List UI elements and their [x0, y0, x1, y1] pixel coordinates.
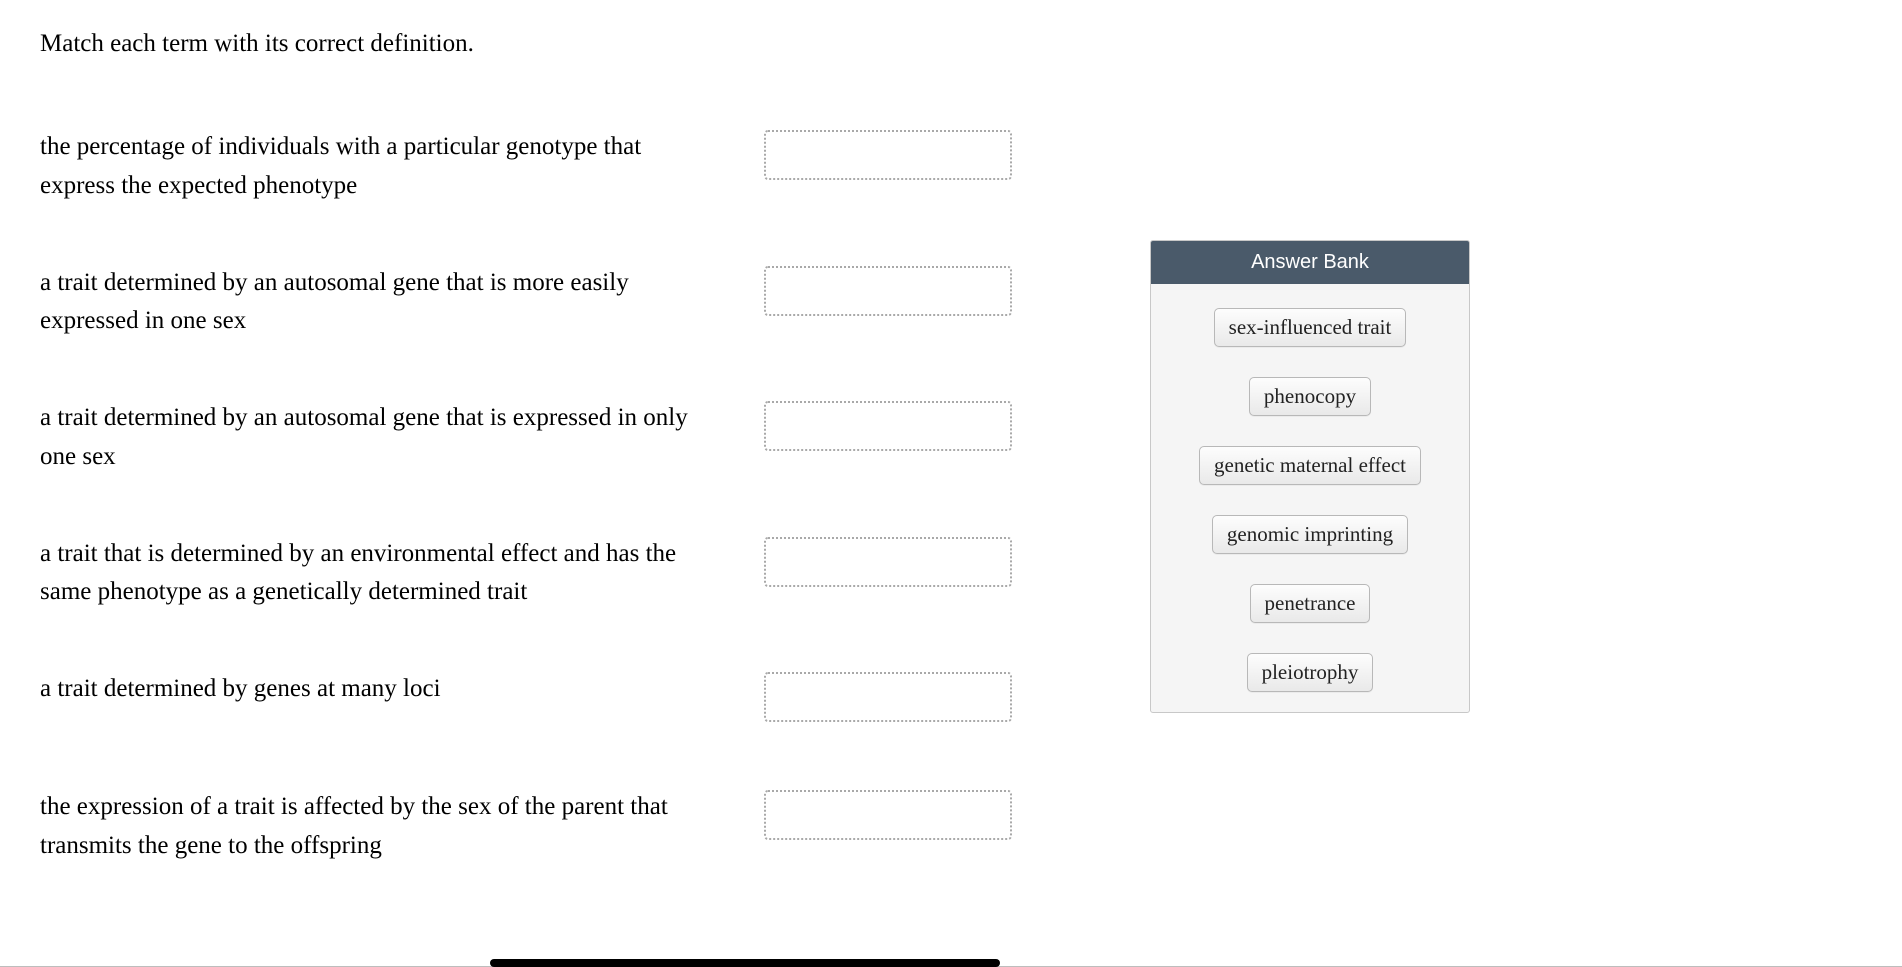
definitions-column: the percentage of individuals with a par…	[40, 128, 1040, 866]
definition-text: a trait determined by an autosomal gene …	[40, 264, 760, 342]
definition-row: the percentage of individuals with a par…	[40, 128, 1040, 206]
drop-zone[interactable]	[764, 130, 1012, 180]
horizontal-scrollbar[interactable]	[490, 959, 1000, 967]
answer-bank-body: sex-influenced trait phenocopy genetic m…	[1151, 284, 1469, 712]
answer-chip[interactable]: pleiotrophy	[1247, 653, 1374, 692]
definition-text: a trait determined by an autosomal gene …	[40, 399, 760, 477]
drop-zone[interactable]	[764, 266, 1012, 316]
drop-zone[interactable]	[764, 672, 1012, 722]
question-page: Match each term with its correct definit…	[0, 0, 1902, 967]
definition-text: a trait determined by genes at many loci	[40, 670, 760, 709]
answer-bank-title: Answer Bank	[1151, 241, 1469, 284]
answer-chip[interactable]: genomic imprinting	[1212, 515, 1408, 554]
answer-chip[interactable]: genetic maternal effect	[1199, 446, 1421, 485]
definition-row: a trait determined by an autosomal gene …	[40, 399, 1040, 477]
definition-row: a trait determined by genes at many loci	[40, 670, 1040, 730]
answer-chip[interactable]: penetrance	[1250, 584, 1371, 623]
definition-text: a trait that is determined by an environ…	[40, 535, 760, 613]
answer-chip[interactable]: phenocopy	[1249, 377, 1371, 416]
definition-text: the percentage of individuals with a par…	[40, 128, 760, 206]
definition-row: a trait that is determined by an environ…	[40, 535, 1040, 613]
drop-zone[interactable]	[764, 401, 1012, 451]
instruction-text: Match each term with its correct definit…	[40, 30, 1862, 58]
content-row: the percentage of individuals with a par…	[40, 128, 1862, 866]
answer-chip[interactable]: sex-influenced trait	[1214, 308, 1407, 347]
drop-zone[interactable]	[764, 537, 1012, 587]
definition-row: a trait determined by an autosomal gene …	[40, 264, 1040, 342]
answer-bank: Answer Bank sex-influenced trait phenoco…	[1150, 240, 1470, 713]
drop-zone[interactable]	[764, 790, 1012, 840]
definition-row: the expression of a trait is affected by…	[40, 788, 1040, 866]
definition-text: the expression of a trait is affected by…	[40, 788, 760, 866]
